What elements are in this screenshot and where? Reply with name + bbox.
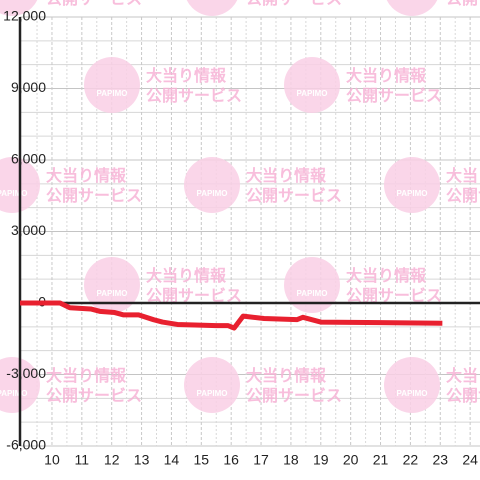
watermark-logo-text: PAPIMO <box>0 389 27 398</box>
watermark-text: 大当り情報 <box>346 266 427 285</box>
watermark-logo <box>84 57 140 113</box>
watermark-text: 大当り情報 <box>46 166 127 185</box>
watermark-text: 公開サービス <box>446 0 480 8</box>
x-tick-label: 11 <box>75 452 90 468</box>
watermark-logo-text: PAPIMO <box>197 189 228 198</box>
y-tick-label: 12,000 <box>3 8 46 24</box>
watermark-logo-text: PAPIMO <box>397 0 428 1</box>
watermark-logo-text: PAPIMO <box>197 0 228 1</box>
x-tick-label: 22 <box>403 452 419 468</box>
x-tick-label: 17 <box>253 452 269 468</box>
watermark-logo <box>386 0 438 16</box>
x-tick-label: 15 <box>194 452 210 468</box>
watermark-logo-text: PAPIMO <box>397 389 428 398</box>
y-tick-label: 9,000 <box>11 79 46 95</box>
x-tick-label: 19 <box>313 452 329 468</box>
watermark-logo <box>384 357 440 413</box>
watermark-text: 大当り情報 <box>146 66 227 85</box>
watermark-text: 大当り情報 <box>46 366 127 385</box>
watermark-text: 公開サービス <box>346 287 442 305</box>
watermark-text: 公開サービス <box>446 387 480 405</box>
x-tick-label: 10 <box>44 452 60 468</box>
watermark-logo-text: PAPIMO <box>397 189 428 198</box>
watermark-text: 公開サービス <box>146 287 242 305</box>
watermark-logo-text: PAPIMO <box>0 189 27 198</box>
watermark-logo-text: PAPIMO <box>197 389 228 398</box>
x-tick-label: 21 <box>373 452 389 468</box>
y-tick-label: 3,000 <box>11 222 46 238</box>
y-tick-label: 6,000 <box>11 151 46 167</box>
watermark-text: 公開サービス <box>46 0 142 8</box>
watermark-logo <box>284 257 340 313</box>
watermark-logo-text: PAPIMO <box>97 89 128 98</box>
watermark-text: 大当り情報 <box>146 266 227 285</box>
watermark-logo <box>184 157 240 213</box>
watermark-text: 公開サービス <box>446 187 480 205</box>
watermark-text: 公開サービス <box>246 187 342 205</box>
x-tick-label: 20 <box>343 452 359 468</box>
y-tick-label: -3,000 <box>6 365 46 381</box>
watermark-logo <box>184 357 240 413</box>
watermark-logo-text: PAPIMO <box>297 289 328 298</box>
watermark-text: 大当り情報 <box>446 166 480 185</box>
watermark-text: 大当り情報 <box>246 366 327 385</box>
watermark-text: 大当り情報 <box>246 166 327 185</box>
watermark-logo-text: PAPIMO <box>297 89 328 98</box>
x-tick-label: 12 <box>104 452 120 468</box>
watermark-text: 公開サービス <box>146 87 242 105</box>
x-tick-label: 13 <box>134 452 150 468</box>
watermark-text: 公開サービス <box>246 0 342 8</box>
watermark-text: 公開サービス <box>46 187 142 205</box>
x-tick-label: 18 <box>283 452 299 468</box>
x-tick-label: 24 <box>462 452 478 468</box>
watermark-logo <box>384 157 440 213</box>
watermark-text: 公開サービス <box>246 387 342 405</box>
watermark-logo <box>84 257 140 313</box>
watermark-logo-text: PAPIMO <box>0 0 27 1</box>
watermark-text: 大当り情報 <box>346 66 427 85</box>
x-tick-label: 14 <box>164 452 180 468</box>
data-line <box>20 300 443 331</box>
watermark-text: 公開サービス <box>46 387 142 405</box>
watermark-logo <box>0 0 38 16</box>
x-tick-label: 16 <box>223 452 239 468</box>
y-tick-label: -6,000 <box>6 437 46 453</box>
x-tick-label: 23 <box>432 452 448 468</box>
watermarks: PAPIMO大当り情報公開サービスPAPIMO大当り情報公開サービスPAPIMO… <box>0 0 480 413</box>
watermark-logo <box>186 0 238 16</box>
watermark-logo <box>284 57 340 113</box>
watermark-text: 大当り情報 <box>446 366 480 385</box>
watermark-text: 公開サービス <box>346 87 442 105</box>
watermark-logo-text: PAPIMO <box>97 289 128 298</box>
